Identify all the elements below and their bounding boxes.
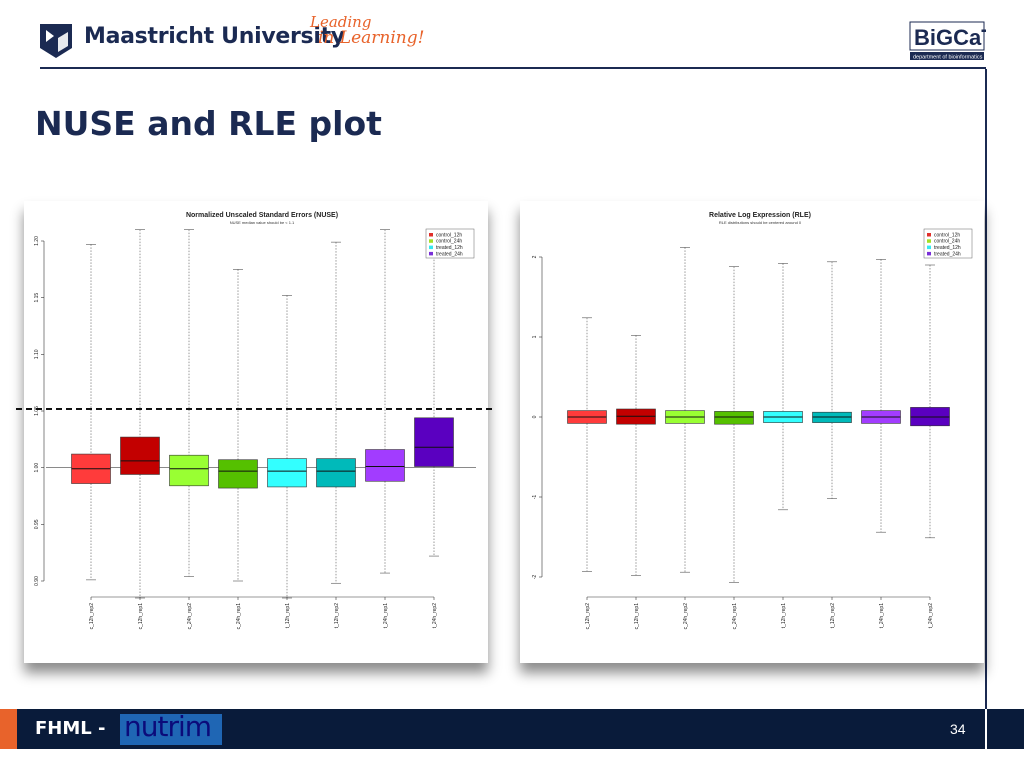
rle-plot-card: Relative Log Expression (RLE) RLE distri… — [520, 201, 984, 663]
nuse-box — [218, 459, 258, 489]
nuse-x-tick-label: c_24h_rep2 — [187, 603, 193, 630]
nuse-legend-label: control_24h — [436, 239, 462, 245]
nuse-y-tick-label: 1.20 — [34, 236, 40, 246]
nuse-y-tick-label: 0.95 — [34, 519, 40, 529]
nuse-box — [365, 449, 405, 482]
rle-legend: control_12hcontrol_24htreated_12htreated… — [923, 228, 973, 259]
nuse-legend-swatch — [429, 245, 433, 250]
slogan-line-1: Leading — [310, 13, 372, 31]
rle-legend-label: control_24h — [934, 239, 960, 245]
rle-x-tick-label: c_12h_rep2 — [585, 603, 591, 630]
nuse-plot-card: Normalized Unscaled Standard Errors (NUS… — [24, 201, 488, 663]
nuse-chart-title: Normalized Unscaled Standard Errors (NUS… — [186, 212, 338, 219]
nuse-x-tick-label: t_24h_rep2 — [432, 603, 438, 629]
nuse-x-tick-label: t_12h_rep2 — [334, 603, 340, 629]
footer-bar: FHML - nutrim 34 — [0, 709, 1024, 749]
rle-x-tick-label: t_24h_rep2 — [928, 603, 934, 629]
nuse-legend-label: treated_12h — [436, 245, 463, 251]
nuse-legend-swatch — [429, 239, 433, 243]
nuse-box — [316, 458, 356, 488]
slogan-line-2: in Learning! — [318, 28, 425, 48]
rle-x-axis: c_12h_rep2 c_12h_rep1 c_24h_rep2 c_24h_rep1… — [585, 596, 934, 630]
rle-x-tick-label: c_24h_rep2 — [683, 603, 689, 630]
rle-legend-swatch — [927, 233, 931, 237]
rle-legend-label: treated_24h — [934, 251, 961, 257]
nuse-legend-box — [425, 228, 475, 259]
nuse-boxplot: Normalized Unscaled Standard Errors (NUS… — [34, 212, 476, 630]
nuse-box — [414, 417, 454, 467]
rle-y-tick-label: 0 — [532, 415, 538, 418]
rle-boxplot: Relative Log Expression (RLE) RLE distri… — [532, 212, 973, 630]
nuse-x-tick-label: c_24h_rep1 — [236, 603, 242, 630]
rle-legend-swatch — [927, 251, 931, 256]
nuse-box — [120, 436, 160, 475]
rle-y-tick-label: 1 — [532, 335, 538, 338]
nuse-legend-label: treated_24h — [436, 251, 463, 257]
rle-legend-box — [923, 228, 973, 259]
rle-box — [714, 411, 754, 425]
nuse-chart-subtitle: NUSE median value should be < 1.1 — [230, 220, 295, 225]
nuse-y-tick-label: 0.90 — [34, 576, 40, 586]
page-number: 34 — [950, 721, 966, 737]
nuse-box — [267, 458, 307, 488]
um-logo-mark-icon — [40, 24, 72, 58]
nuse-x-tick-label: t_24h_rep1 — [383, 603, 389, 629]
nuse-threshold-dashed-line — [16, 408, 492, 410]
university-name: Maastricht University — [84, 24, 345, 49]
header-divider — [40, 67, 986, 69]
university-slogan: Leading in Learning! — [310, 13, 425, 48]
bigcat-subtitle: department of bioinformatics — [913, 55, 983, 61]
nuse-y-tick-label: 1.10 — [34, 349, 40, 359]
rle-legend-swatch — [927, 245, 931, 250]
nuse-y-tick-label: 1.15 — [34, 293, 40, 303]
nuse-boxes — [46, 229, 476, 599]
nuse-x-tick-label: t_12h_rep1 — [285, 603, 291, 629]
nuse-legend: control_12hcontrol_24htreated_12htreated… — [425, 228, 475, 259]
rle-x-tick-label: t_12h_rep1 — [781, 603, 787, 629]
rle-boxes — [567, 247, 950, 583]
footer-accent — [0, 709, 17, 749]
bigcat-logo: BiGCaT department of bioinformatics — [909, 21, 986, 61]
nutrim-logo-text: nutrim — [124, 710, 212, 743]
nuse-y-axis: 0.90 0.95 1.00 1.05 1.10 1.15 1.20 — [34, 236, 45, 586]
slide-title: NUSE and RLE plot — [35, 104, 382, 143]
rle-x-tick-label: t_24h_rep1 — [879, 603, 885, 629]
rle-y-tick-label: -2 — [532, 575, 538, 580]
rle-x-tick-label: c_24h_rep1 — [732, 603, 738, 630]
rle-y-tick-label: 2 — [532, 255, 538, 258]
footer-separator — [985, 709, 987, 749]
nuse-legend-swatch — [429, 233, 433, 237]
rle-legend-swatch — [927, 239, 931, 243]
right-divider — [985, 69, 987, 749]
nuse-box — [169, 454, 209, 487]
nuse-x-axis: c_12h_rep2 c_12h_rep1 c_24h_rep2 c_24h_rep1… — [89, 596, 438, 630]
bigcat-logo-text: BiGCaT — [914, 25, 986, 50]
nuse-legend-swatch — [429, 251, 433, 256]
rle-x-tick-label: t_12h_rep2 — [830, 603, 836, 629]
maastricht-university-logo: Maastricht University Leading in Learnin… — [38, 14, 424, 66]
nuse-x-tick-label: c_12h_rep2 — [89, 603, 95, 630]
nuse-legend-label: control_12h — [436, 232, 462, 238]
nuse-y-tick-label: 1.00 — [34, 463, 40, 473]
rle-x-tick-label: c_12h_rep1 — [634, 603, 640, 630]
rle-chart-title: Relative Log Expression (RLE) — [709, 212, 811, 219]
rle-chart-subtitle: RLE distributions should be centered aro… — [719, 220, 802, 225]
nutrim-logo: nutrim — [120, 710, 222, 745]
rle-legend-label: control_12h — [934, 232, 960, 238]
rle-y-axis: -2 -1 0 1 2 — [532, 255, 543, 580]
rle-y-tick-label: -1 — [532, 495, 538, 500]
rle-legend-label: treated_12h — [934, 245, 961, 251]
nuse-x-tick-label: c_12h_rep1 — [138, 603, 144, 630]
nuse-y-tick-label: 1.05 — [34, 406, 40, 416]
footer-label: FHML - — [35, 718, 106, 739]
